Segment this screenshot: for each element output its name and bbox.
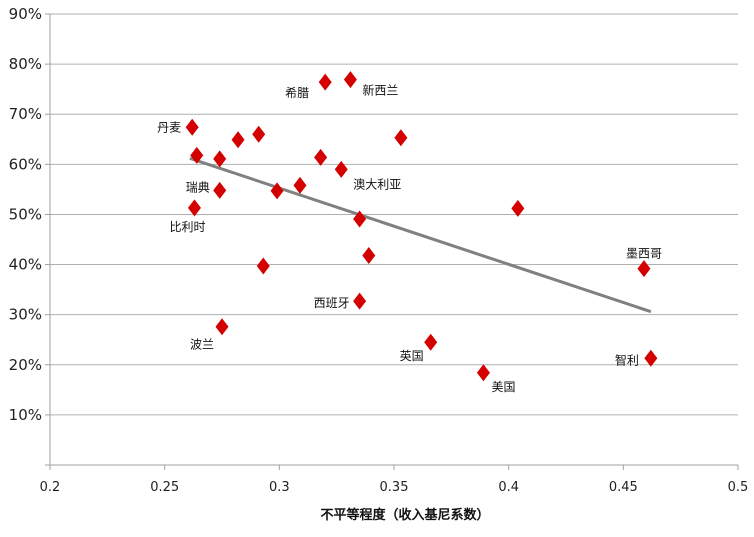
data-point xyxy=(252,125,266,143)
point-label: 新西兰 xyxy=(362,83,398,98)
y-tick-label: 40% xyxy=(9,256,42,274)
x-tick-label: 0.5 xyxy=(728,480,749,495)
data-point xyxy=(476,364,490,382)
y-tick-labels: 10% 20% 30% 40% 50% 60% 70% 80% 90% xyxy=(9,5,42,424)
x-tick-label: 0.45 xyxy=(609,480,638,495)
data-point xyxy=(644,349,658,367)
point-label: 瑞典 xyxy=(186,180,210,194)
data-point xyxy=(256,257,270,275)
data-point xyxy=(293,176,307,194)
data-point xyxy=(362,247,376,265)
point-label: 波兰 xyxy=(190,338,214,352)
y-tick-label: 30% xyxy=(9,306,42,324)
data-point xyxy=(187,199,201,217)
x-tick-label: 0.2 xyxy=(40,480,61,495)
data-point xyxy=(190,146,204,164)
x-tick-label: 0.25 xyxy=(150,480,179,495)
data-point xyxy=(215,318,229,336)
trendline-layer xyxy=(189,156,652,314)
data-point xyxy=(424,333,438,351)
data-point xyxy=(231,131,245,149)
data-point xyxy=(394,129,408,147)
y-tick-label: 50% xyxy=(9,205,42,223)
point-label: 丹麦 xyxy=(157,120,181,134)
data-point xyxy=(334,160,348,178)
point-label: 澳大利亚 xyxy=(353,177,401,191)
x-axis-title: 不平等程度（收入基尼系数） xyxy=(320,507,489,523)
grid xyxy=(50,13,738,416)
point-label: 西班牙 xyxy=(314,296,350,310)
data-point xyxy=(353,210,367,228)
point-label: 墨西哥 xyxy=(626,247,662,261)
data-points xyxy=(185,71,658,382)
data-point xyxy=(213,181,227,199)
x-tick-label: 0.4 xyxy=(498,480,519,495)
y-tick-label: 20% xyxy=(9,356,42,374)
data-point xyxy=(353,292,367,310)
y-tick-label: 70% xyxy=(9,105,42,123)
y-tick-label: 90% xyxy=(9,5,42,23)
point-label: 希腊 xyxy=(285,85,309,100)
point-label: 美国 xyxy=(491,380,515,394)
data-point xyxy=(343,71,357,89)
data-point xyxy=(213,150,227,168)
trendline xyxy=(189,156,652,314)
data-point xyxy=(314,148,328,166)
point-label: 智利 xyxy=(615,352,639,367)
y-tick-label: 10% xyxy=(9,406,42,424)
axes xyxy=(45,13,739,470)
y-tick-label: 80% xyxy=(9,55,42,73)
point-label: 英国 xyxy=(400,349,424,363)
data-point xyxy=(185,118,199,136)
data-point xyxy=(511,199,525,217)
point-label: 比利时 xyxy=(169,220,205,234)
data-point xyxy=(637,260,651,278)
x-tick-label: 0.35 xyxy=(380,480,409,495)
x-tick-label: 0.3 xyxy=(269,480,290,495)
data-point xyxy=(318,73,332,91)
data-point xyxy=(270,182,284,200)
y-tick-label: 60% xyxy=(9,155,42,173)
x-tick-labels: 0.2 0.25 0.3 0.35 0.4 0.45 0.5 xyxy=(40,480,749,495)
